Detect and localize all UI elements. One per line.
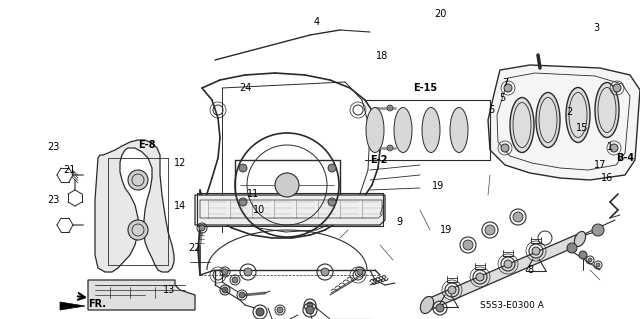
Circle shape xyxy=(613,84,621,92)
Circle shape xyxy=(128,170,148,190)
Ellipse shape xyxy=(536,93,560,147)
Ellipse shape xyxy=(450,108,468,152)
Text: FR.: FR. xyxy=(88,299,106,309)
Circle shape xyxy=(232,277,238,283)
Circle shape xyxy=(463,240,473,250)
Text: 6: 6 xyxy=(488,105,494,115)
Circle shape xyxy=(579,251,587,259)
Circle shape xyxy=(239,198,247,206)
Text: 12: 12 xyxy=(174,158,186,168)
Circle shape xyxy=(199,225,205,231)
Text: 19: 19 xyxy=(440,225,452,235)
Circle shape xyxy=(306,306,314,314)
Circle shape xyxy=(239,164,247,172)
Text: 8: 8 xyxy=(527,265,533,275)
Text: E-8: E-8 xyxy=(138,140,156,150)
Circle shape xyxy=(596,263,600,267)
Polygon shape xyxy=(195,195,385,225)
Text: 14: 14 xyxy=(174,201,186,211)
Text: 5: 5 xyxy=(499,93,505,103)
Text: 23: 23 xyxy=(47,195,60,205)
Text: S5S3-E0300 A: S5S3-E0300 A xyxy=(480,300,544,309)
Circle shape xyxy=(592,224,604,236)
Text: 3: 3 xyxy=(593,23,599,33)
Text: 1: 1 xyxy=(607,142,613,152)
Text: 11: 11 xyxy=(247,189,259,199)
Circle shape xyxy=(307,302,313,308)
Polygon shape xyxy=(88,280,195,310)
Circle shape xyxy=(244,268,252,276)
Polygon shape xyxy=(425,234,582,310)
Ellipse shape xyxy=(394,108,412,152)
Text: 2: 2 xyxy=(566,107,572,117)
Text: 10: 10 xyxy=(253,205,265,215)
Circle shape xyxy=(128,220,148,240)
Ellipse shape xyxy=(566,87,590,143)
Circle shape xyxy=(588,258,592,262)
Text: E-2: E-2 xyxy=(370,155,387,165)
Circle shape xyxy=(239,292,245,298)
Ellipse shape xyxy=(595,83,619,137)
Text: 22: 22 xyxy=(188,243,200,253)
Circle shape xyxy=(532,247,540,255)
Circle shape xyxy=(436,304,444,312)
Circle shape xyxy=(485,225,495,235)
Text: 19: 19 xyxy=(432,181,444,191)
Circle shape xyxy=(328,198,336,206)
Text: E-15: E-15 xyxy=(413,83,437,93)
Text: 4: 4 xyxy=(314,17,320,27)
Ellipse shape xyxy=(510,98,534,152)
Circle shape xyxy=(513,212,523,222)
Ellipse shape xyxy=(574,232,586,247)
Circle shape xyxy=(222,269,228,275)
Ellipse shape xyxy=(420,296,434,314)
Polygon shape xyxy=(95,140,174,272)
Circle shape xyxy=(387,105,393,111)
Ellipse shape xyxy=(422,108,440,152)
Text: 18: 18 xyxy=(376,51,388,61)
Circle shape xyxy=(357,269,363,275)
Ellipse shape xyxy=(366,108,384,152)
Text: 23: 23 xyxy=(47,142,60,152)
Circle shape xyxy=(610,144,618,152)
Circle shape xyxy=(476,273,484,281)
Text: 20: 20 xyxy=(434,9,446,19)
Circle shape xyxy=(504,260,512,268)
Circle shape xyxy=(275,173,299,197)
Circle shape xyxy=(256,308,264,316)
Circle shape xyxy=(501,144,509,152)
Circle shape xyxy=(321,268,329,276)
Text: 13: 13 xyxy=(163,285,175,295)
Circle shape xyxy=(504,84,512,92)
Text: 9: 9 xyxy=(396,217,402,227)
Polygon shape xyxy=(488,65,640,180)
Polygon shape xyxy=(60,302,85,310)
Circle shape xyxy=(448,286,456,294)
Text: 21: 21 xyxy=(63,165,76,175)
Text: B-4: B-4 xyxy=(616,153,634,163)
Text: 15: 15 xyxy=(576,123,588,133)
Text: 17: 17 xyxy=(594,160,606,170)
Circle shape xyxy=(328,164,336,172)
Circle shape xyxy=(277,307,283,313)
Circle shape xyxy=(387,145,393,151)
Text: 16: 16 xyxy=(601,173,613,183)
Circle shape xyxy=(222,287,228,293)
Circle shape xyxy=(567,243,577,253)
Text: 24: 24 xyxy=(239,83,252,93)
Text: 7: 7 xyxy=(502,78,508,88)
